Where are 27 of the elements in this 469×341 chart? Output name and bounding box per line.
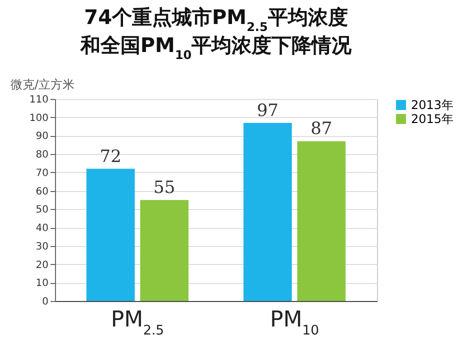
y-tick-label: 60: [36, 186, 48, 198]
legend-label: 2015年: [411, 112, 454, 126]
data-label: 55: [154, 178, 176, 198]
y-tick-label: 100: [29, 112, 48, 124]
y-tick-label: 10: [36, 278, 48, 290]
text: 和全国PM$_{10}$平均浓度下降情况: [80, 33, 352, 62]
y-tick-label: 30: [36, 241, 48, 252]
data-label: 87: [310, 119, 332, 140]
y-tick-label: 110: [29, 94, 48, 106]
text: 74个重点城市PM$_{2.5}$平均浓度: [84, 5, 348, 34]
bar: [297, 141, 346, 301]
legend-label: 2013年: [411, 98, 454, 112]
data-label: 97: [256, 100, 278, 121]
y-tick-label: 20: [36, 260, 48, 271]
bar: [86, 168, 135, 301]
x-tick-label: PM$_{10}$: [270, 308, 320, 338]
y-tick-label: 0: [42, 296, 48, 308]
bar: [140, 200, 189, 301]
y-tick-label: 50: [36, 204, 48, 216]
y-tick-label: 90: [36, 131, 48, 142]
y-tick-label: 40: [36, 223, 48, 234]
x-tick-label: PM$_{2.5}$: [110, 308, 164, 338]
y-axis-title: 微克/立方米: [10, 78, 75, 92]
bar: [243, 122, 292, 301]
data-label: 72: [100, 146, 122, 167]
y-tick-label: 70: [36, 168, 48, 179]
y-tick-label: 80: [36, 150, 48, 161]
